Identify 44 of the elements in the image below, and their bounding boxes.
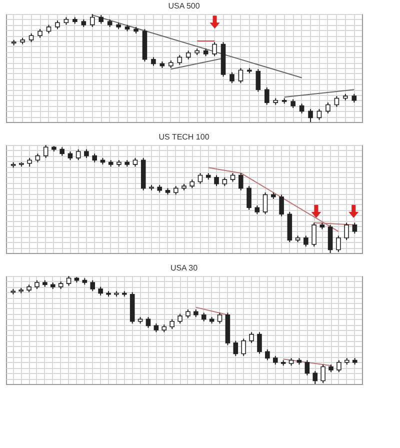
candlestick xyxy=(352,222,358,234)
candlestick xyxy=(308,108,313,122)
candlestick xyxy=(316,108,322,120)
candlestick xyxy=(233,340,238,356)
candlestick xyxy=(238,172,244,191)
candlestick xyxy=(304,360,310,376)
chart-title: USA 30 xyxy=(170,264,198,272)
candlestick xyxy=(246,186,252,210)
candlestick xyxy=(230,72,234,84)
candlestick xyxy=(344,222,349,241)
candlestick xyxy=(170,318,174,330)
candlestick xyxy=(90,280,96,292)
candlestick xyxy=(326,102,330,114)
candlestick xyxy=(214,174,219,187)
candlestick xyxy=(256,68,261,92)
candlestick xyxy=(262,192,268,215)
candlestick xyxy=(312,222,316,248)
candlestick xyxy=(264,86,270,106)
candlestick xyxy=(336,235,341,252)
candlestick xyxy=(336,360,342,373)
candlestick xyxy=(241,338,246,356)
candlestick xyxy=(304,235,308,248)
candlestick xyxy=(146,316,151,328)
candlestick xyxy=(217,312,222,324)
candlestick xyxy=(328,224,333,254)
candlestick xyxy=(249,332,254,344)
candlestick xyxy=(43,144,48,158)
candlestick xyxy=(90,14,95,28)
candlestick xyxy=(177,54,182,66)
chart-title: US TECH 100 xyxy=(158,132,210,142)
candlestick xyxy=(66,276,72,286)
candlestick xyxy=(334,96,340,108)
candlestick xyxy=(299,103,304,114)
candlestick xyxy=(257,332,262,354)
candlestick xyxy=(178,313,182,324)
candlestick xyxy=(265,348,270,361)
candlestick xyxy=(312,370,318,384)
candlestick xyxy=(238,68,244,84)
candlestick xyxy=(320,364,326,384)
candlestick xyxy=(198,172,203,184)
chart-title: USA 500 xyxy=(168,2,200,10)
candlestick xyxy=(279,194,284,217)
candlestick xyxy=(76,148,81,161)
candlestick xyxy=(212,42,217,57)
